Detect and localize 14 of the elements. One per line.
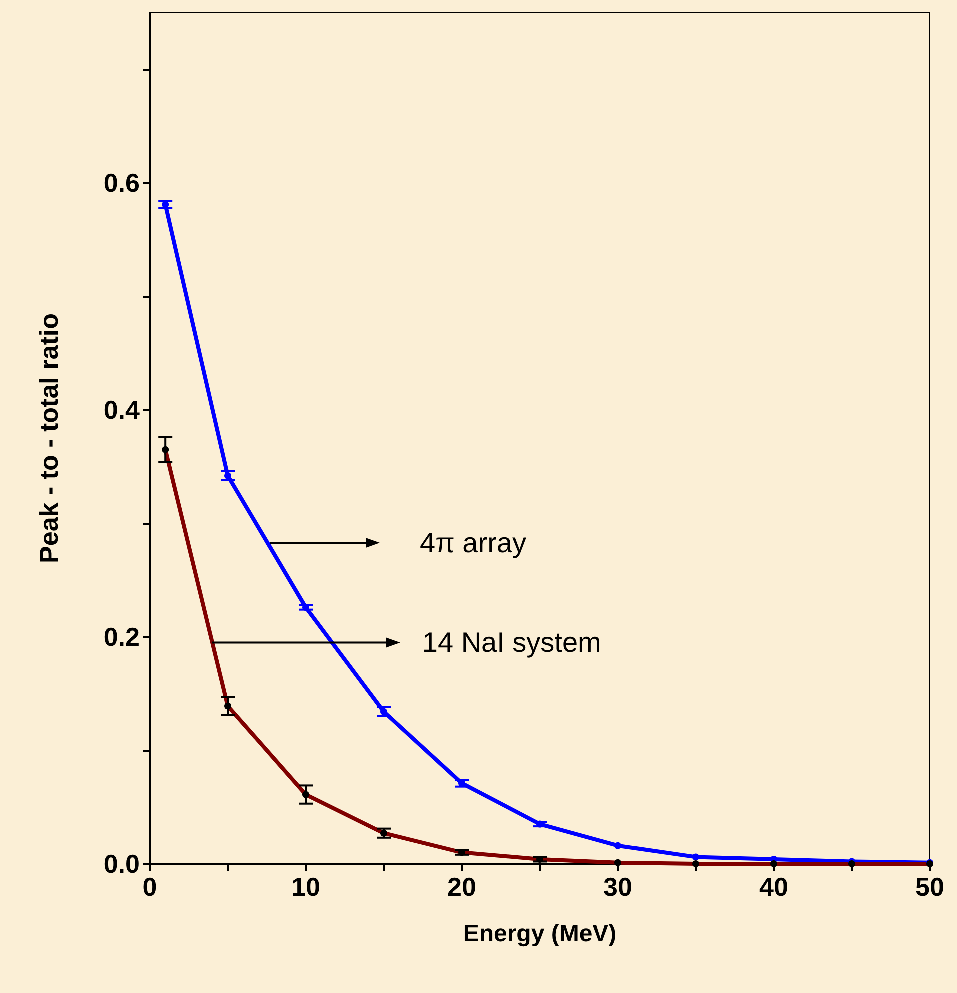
- annotation: 14 NaI system: [422, 627, 602, 658]
- x-tick-label: 0: [142, 872, 158, 902]
- y-axis-title: Peak - to - total ratio: [34, 314, 64, 564]
- annotation: 4π array: [420, 528, 526, 558]
- x-tick-label: 30: [604, 872, 632, 902]
- x-tick-label: 50: [916, 872, 944, 902]
- y-tick-label: 0.2: [104, 622, 140, 652]
- x-tick-label: 20: [448, 872, 476, 902]
- x-tick-label: 40: [760, 872, 788, 902]
- y-tick-label: 0.6: [104, 168, 140, 198]
- y-tick-label: 0.0: [104, 849, 140, 879]
- x-axis-title: Energy (MeV): [463, 920, 617, 948]
- x-tick-label: 10: [292, 872, 320, 902]
- y-tick-label: 0.4: [104, 395, 141, 426]
